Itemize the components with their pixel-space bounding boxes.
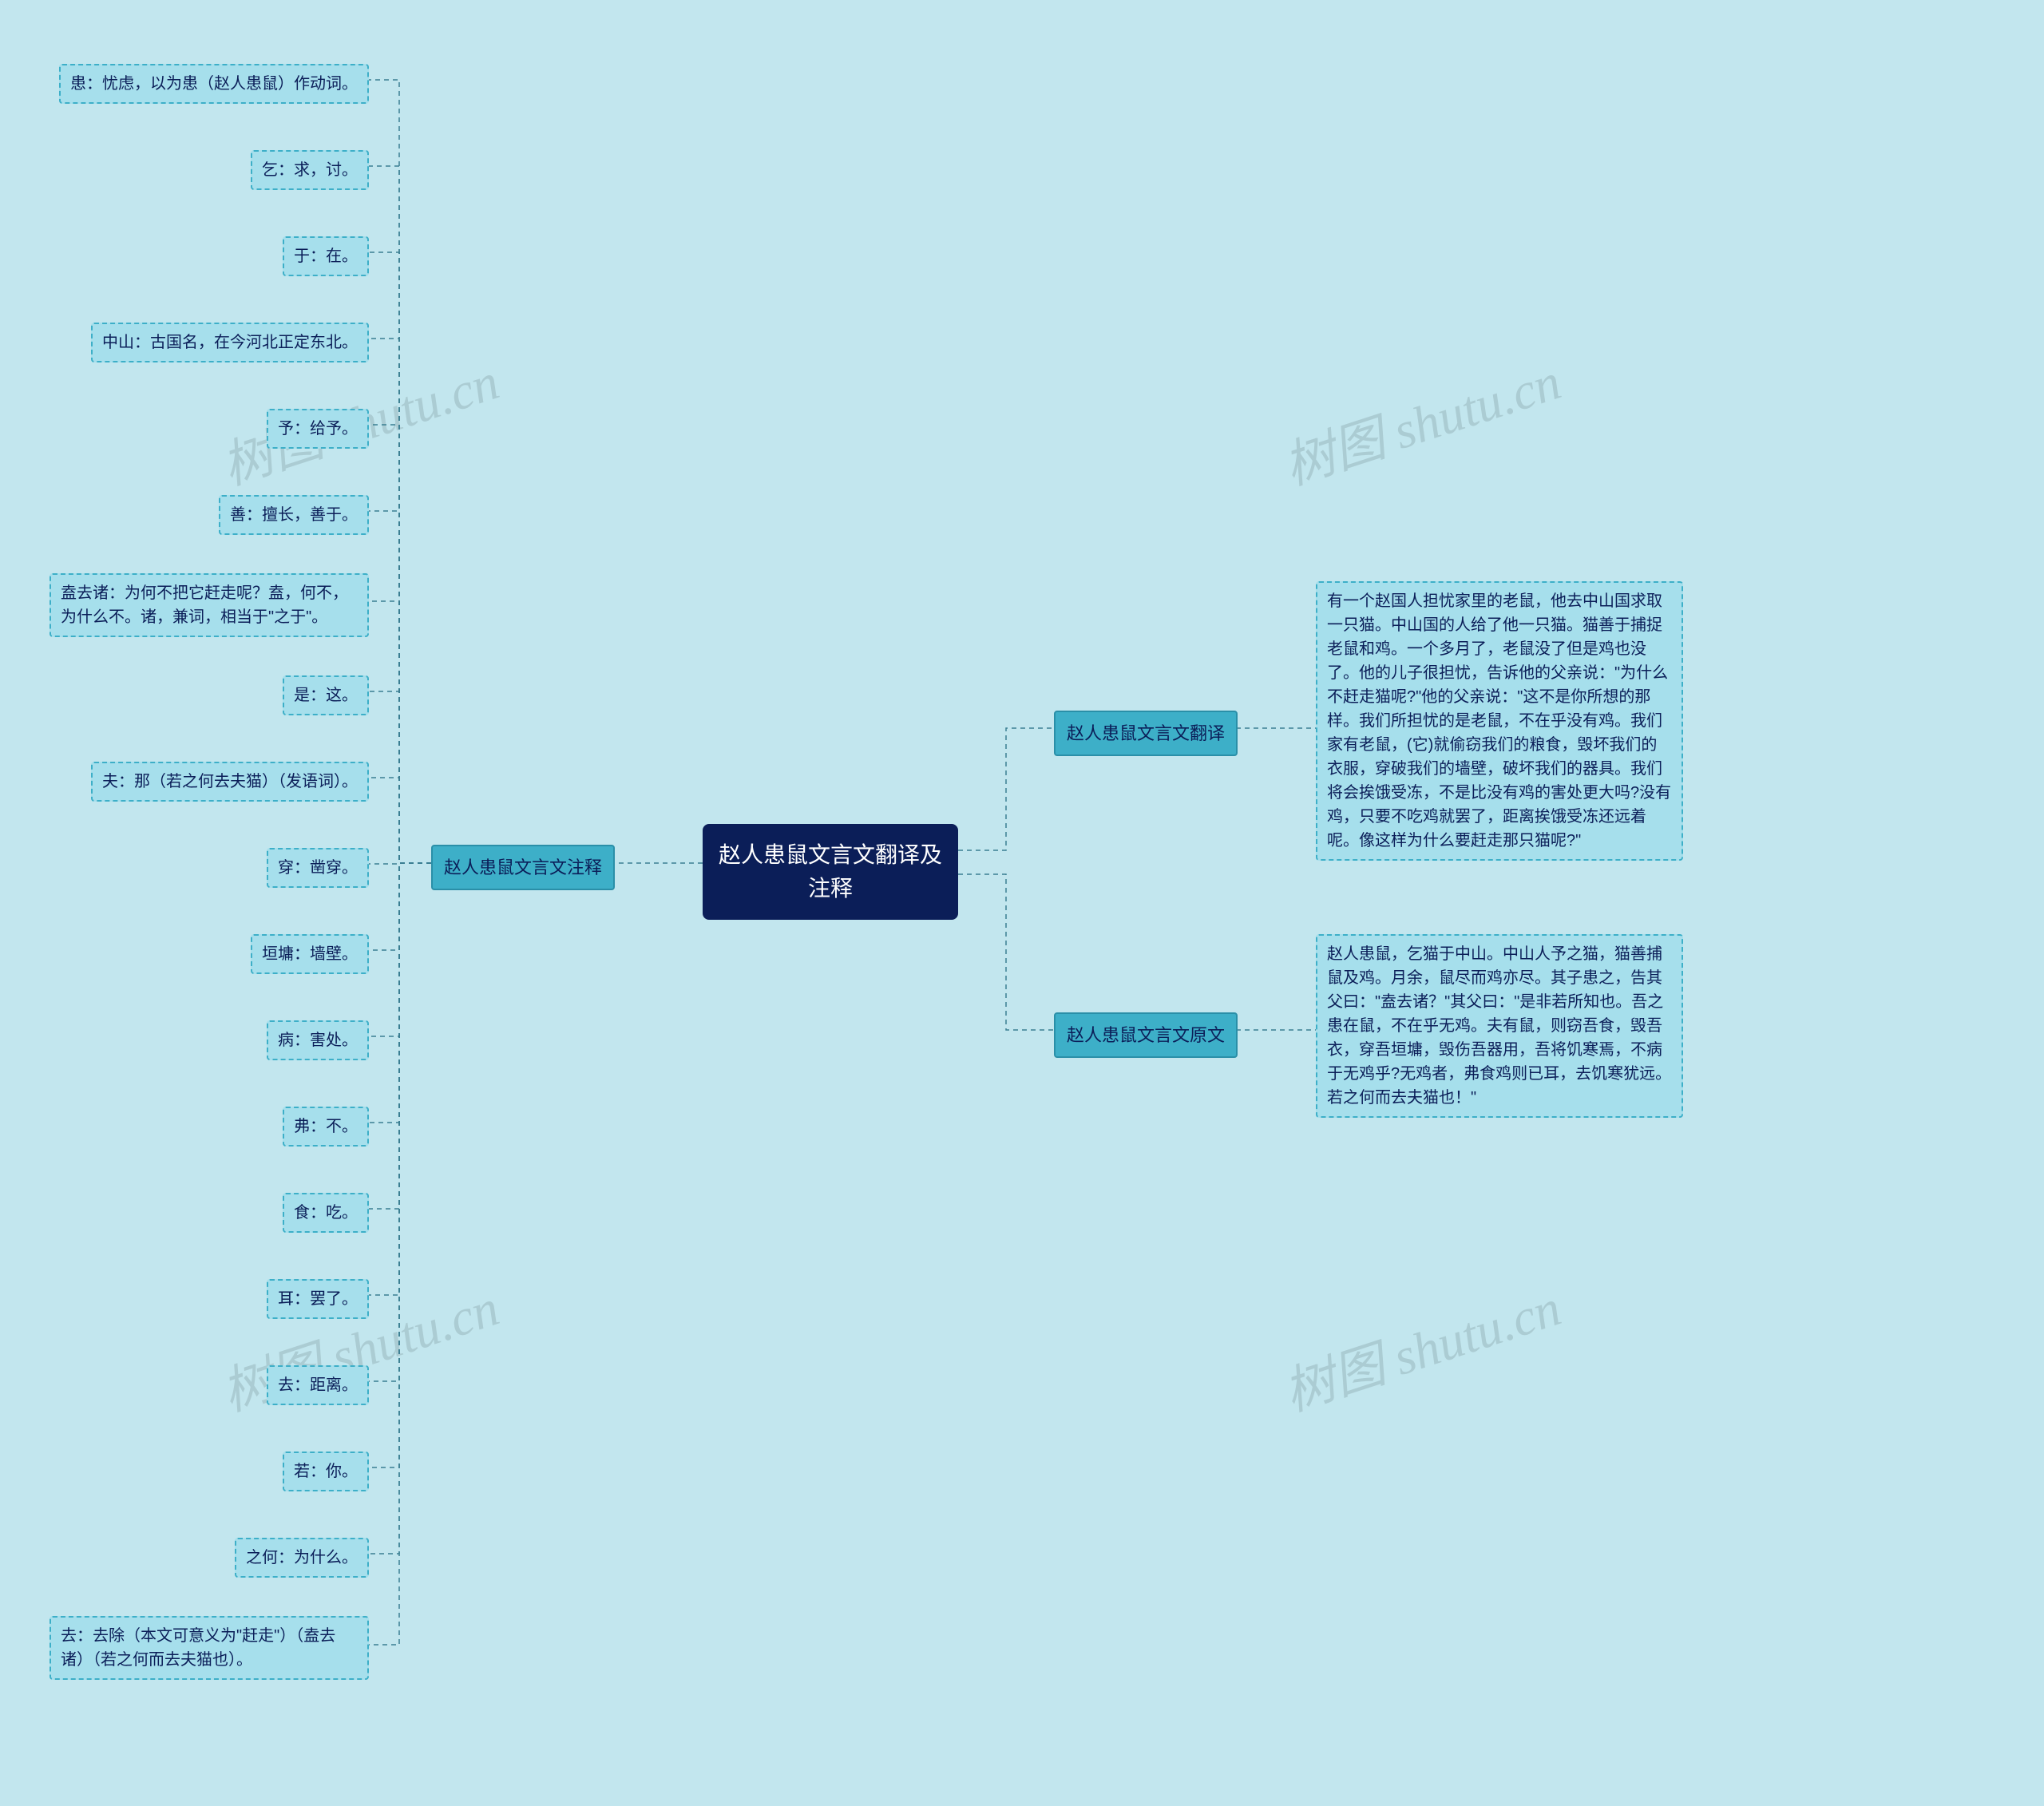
branch-original: 赵人患鼠文言文原文	[1054, 1012, 1238, 1058]
annotation-item: 乞：求，讨。	[251, 150, 369, 190]
annotation-item: 是：这。	[283, 675, 369, 715]
annotation-item: 善：擅长，善于。	[219, 495, 369, 535]
annotation-item: 弗：不。	[283, 1107, 369, 1147]
annotation-item: 盍去诸：为何不把它赶走呢？盍，何不，为什么不。诸，兼词，相当于"之于"。	[50, 573, 369, 637]
original-text: 赵人患鼠，乞猫于中山。中山人予之猫，猫善捕鼠及鸡。月余，鼠尽而鸡亦尽。其子患之，…	[1316, 934, 1683, 1118]
translation-text: 有一个赵国人担忧家里的老鼠，他去中山国求取一只猫。中山国的人给了他一只猫。猫善于…	[1316, 581, 1683, 861]
annotation-item: 于：在。	[283, 236, 369, 276]
annotation-item: 中山：古国名，在今河北正定东北。	[91, 323, 369, 362]
watermark: 树图 shutu.cn	[1274, 341, 1569, 499]
branch-annotation: 赵人患鼠文言文注释	[431, 845, 615, 890]
annotation-item: 垣墉：墙壁。	[251, 934, 369, 974]
annotation-item: 去：去除（本文可意义为"赶走"）（盍去诸）（若之何而去夫猫也）。	[50, 1616, 369, 1680]
annotation-item: 耳：罢了。	[267, 1279, 369, 1319]
annotation-item: 夫：那（若之何去夫猫）（发语词）。	[91, 762, 369, 802]
annotation-item: 若：你。	[283, 1452, 369, 1491]
annotation-item: 患：忧虑，以为患（赵人患鼠）作动词。	[59, 64, 369, 104]
watermark: 树图 shutu.cn	[1274, 1267, 1569, 1425]
center-node: 赵人患鼠文言文翻译及注释	[703, 824, 958, 920]
annotation-item: 之何：为什么。	[235, 1538, 369, 1578]
branch-translation: 赵人患鼠文言文翻译	[1054, 711, 1238, 756]
annotation-item: 病：害处。	[267, 1020, 369, 1060]
annotation-item: 予：给予。	[267, 409, 369, 449]
annotation-item: 去：距离。	[267, 1365, 369, 1405]
annotation-item: 食：吃。	[283, 1193, 369, 1233]
annotation-item: 穿：凿穿。	[267, 848, 369, 888]
